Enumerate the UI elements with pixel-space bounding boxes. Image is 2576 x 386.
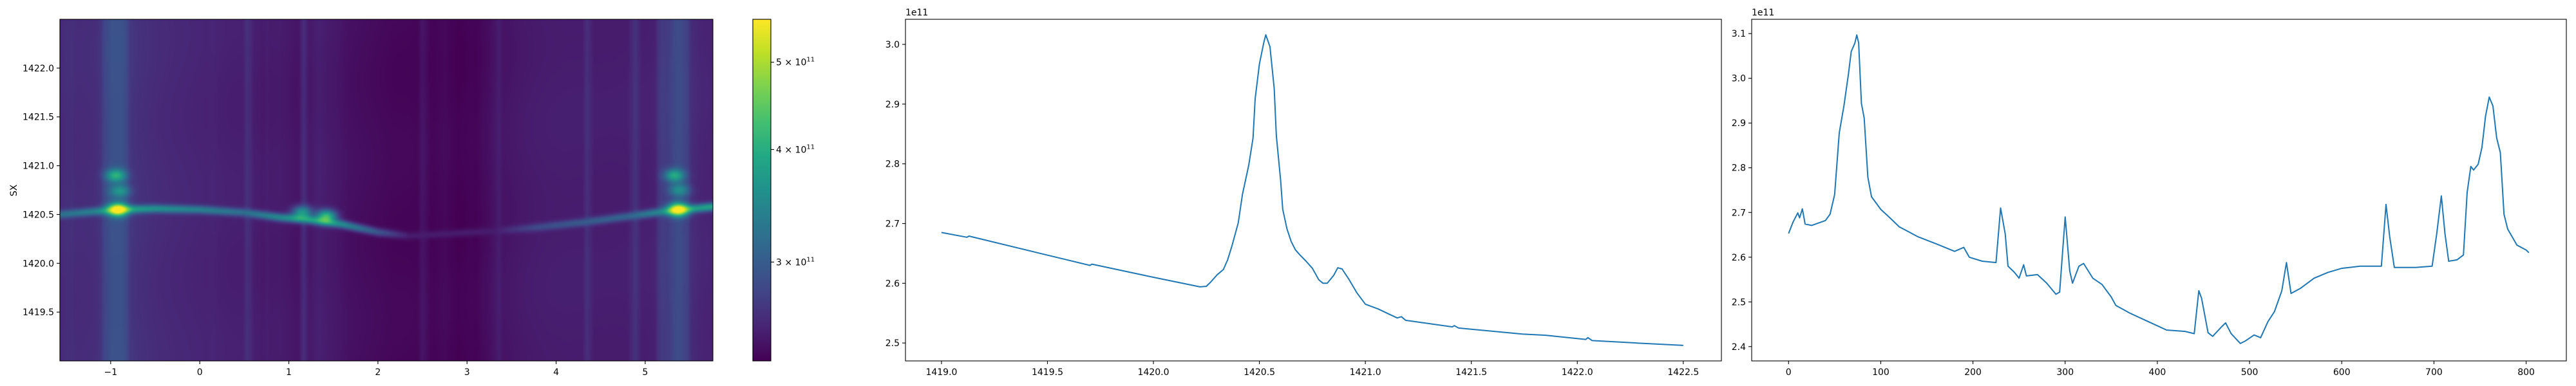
colorbar-tick-label: 4 × 1011 (776, 143, 815, 155)
x-tick-label: 400 (2149, 367, 2166, 378)
heatmap-image (60, 19, 713, 361)
y-tick-label: 2.9 (886, 100, 900, 110)
offset-text: 1e11 (1752, 8, 1774, 18)
series-line (1788, 34, 2530, 344)
y-tick-label: 1419.5 (23, 308, 54, 318)
x-tick-label: 1421.5 (1455, 367, 1487, 378)
x-tick-label: 0 (197, 367, 203, 378)
x-tick-label: 3 (464, 367, 470, 378)
x-tick-label: 700 (2425, 367, 2443, 378)
line-plot-sx-profile: 1419.0 1419.5 1420.0 1420.5 1421.0 1421.5 1422… (886, 8, 1722, 378)
x-tick-label: 2 (375, 367, 381, 378)
x-tick-label: 1422.0 (1562, 367, 1593, 378)
x-tick-label: 1422.5 (1667, 367, 1699, 378)
colorbar-tick-label: 5 × 1011 (776, 57, 815, 68)
axes-frame (905, 19, 1722, 362)
y-tick-label: 1421.5 (23, 113, 54, 123)
y-tick-label: 2.5 (1732, 297, 1746, 308)
y-tick-label: 2.6 (1732, 253, 1746, 263)
colorbar-frame (752, 19, 772, 362)
colorbar-tick-base: 3 × 10 (776, 257, 806, 268)
y-tick-label: 2.7 (886, 219, 900, 229)
y-tick-label: 2.8 (886, 160, 900, 170)
y-tick-label: 2.6 (886, 279, 900, 289)
colorbar-gradient (753, 19, 771, 361)
x-tick-label: 1 (286, 367, 292, 378)
y-tick-label: 2.8 (1732, 163, 1746, 174)
x-tick-label: 5 (642, 367, 648, 378)
y-tick-label: 1420.0 (23, 259, 54, 269)
x-tick-label: 0 (1786, 367, 1792, 378)
y-tick-label: 2.7 (1732, 208, 1746, 218)
axes-frame (59, 19, 714, 362)
series-line (941, 34, 1683, 346)
y-tick-label: 3.0 (886, 40, 900, 50)
x-tick-label: 1421.0 (1350, 367, 1381, 378)
x-tick-label: 100 (1872, 367, 1889, 378)
x-tick-label: 4 (553, 367, 559, 378)
colorbar-tick-base: 4 × 10 (776, 145, 806, 155)
x-tick-label: 1419.0 (925, 367, 957, 378)
colorbar-tick-label: 3 × 1011 (776, 256, 815, 268)
x-tick-label: 800 (2517, 367, 2535, 378)
offset-text: 1e11 (905, 8, 928, 18)
x-tick-label: 200 (1964, 367, 1982, 378)
colorbar-tick-exponent: 11 (806, 256, 815, 263)
heatmap-axes: −1 0 1 2 3 4 5 1419.5 1420.0 1420.5 1421.0 1421.5 14… (9, 19, 714, 378)
x-tick-label: 500 (2241, 367, 2259, 378)
x-tick-label: 1420.0 (1138, 367, 1170, 378)
line-plot-index-profile: 0 100 200 300 400 500 600 700 800 2.4 2.5 2.6 2.7 2.8… (1732, 8, 2567, 378)
y-tick-label: 1420.5 (23, 210, 54, 220)
x-tick-label: 1420.5 (1244, 367, 1275, 378)
y-axis-label: SX (9, 184, 19, 196)
colorbar-tick-exponent: 11 (806, 57, 815, 64)
x-tick-label: 300 (2056, 367, 2074, 378)
y-tick-label: 3.1 (1732, 29, 1746, 39)
y-tick-label: 1422.0 (23, 64, 54, 74)
y-tick-label: 3.0 (1732, 74, 1746, 84)
x-tick-label: −1 (104, 367, 118, 378)
y-tick-label: 2.9 (1732, 118, 1746, 129)
y-tick-label: 2.4 (1732, 342, 1746, 353)
x-tick-label: 1419.5 (1032, 367, 1063, 378)
y-tick-label: 1421.0 (23, 161, 54, 172)
colorbar-tick-base: 5 × 10 (776, 58, 806, 68)
axes-frame (1751, 19, 2567, 362)
colorbar-tick-exponent: 11 (806, 143, 815, 151)
y-tick-label: 2.5 (886, 338, 900, 349)
x-tick-label: 600 (2333, 367, 2351, 378)
